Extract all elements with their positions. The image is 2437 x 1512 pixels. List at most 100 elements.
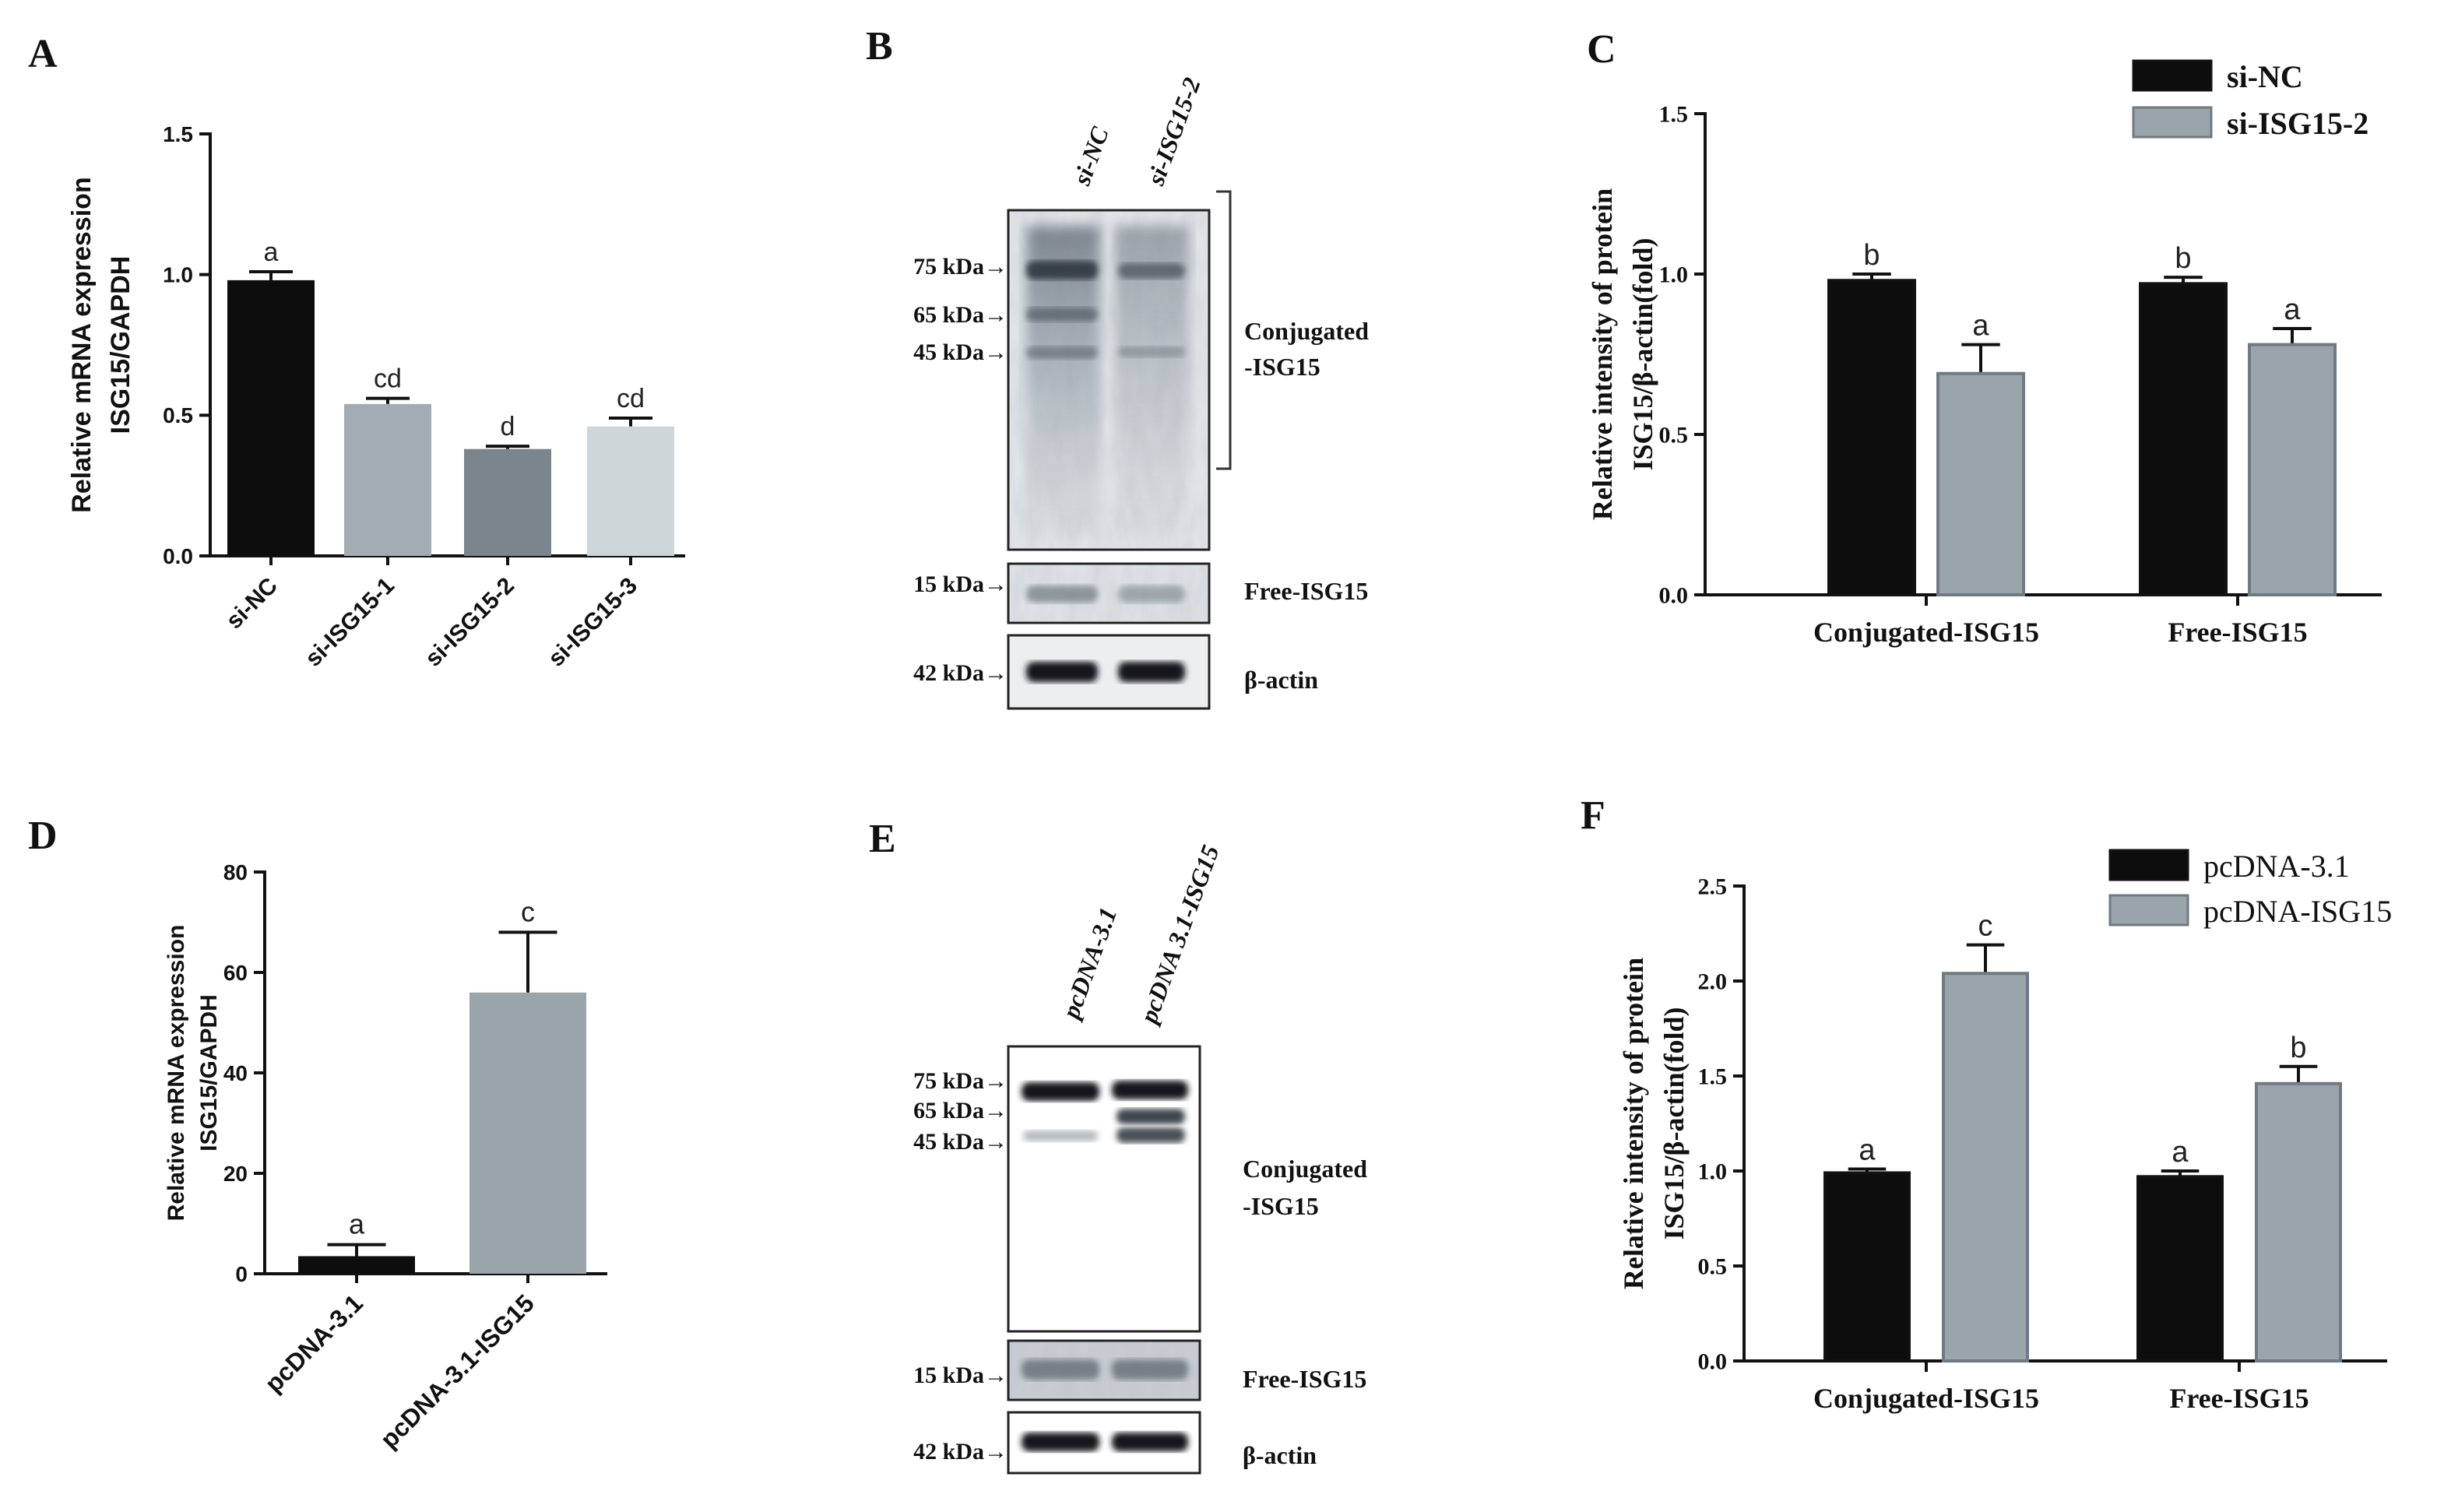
y-tick-label: 1.0 [1698,1159,1728,1185]
bar-si-nc-0 [1827,279,1916,596]
y-tick-label: 80 [223,860,248,884]
y-tick-label: 0.0 [1659,583,1689,609]
marker-65kda-b: 65 kDa→ [913,302,1008,328]
panel-letter-d: D [28,814,58,858]
panel-letter-c: C [1587,27,1616,72]
chart-f-protein-overexpression: 0.0 0.5 1.0 1.5 2.0 2.5 Relative intensity of … [1618,849,2392,1414]
lane-label-pcdna31-isg15: pcDNA 3.1-ISG15 [1134,842,1225,1029]
membrane-free-b [1007,562,1211,624]
legend-swatch [2108,894,2189,927]
significance-letter: c [1978,910,1993,943]
y-tick-label: 1.0 [1659,262,1689,288]
lane-label-si-isg15-2: si-ISG15-2 [1141,74,1205,190]
panel-letter-f: F [1581,793,1605,838]
significance-letter: b [1863,239,1880,272]
marker-65kda-e: 65 kDa→ [913,1098,1008,1123]
marker-45kda-b: 45 kDa→ [913,339,1008,365]
western-blot-b: si-NC si-ISG15-2 75 [913,74,1369,710]
y-tick-label: 1.5 [1659,102,1689,128]
membrane-free-e [1007,1339,1201,1401]
marker-42kda-b: 42 kDa→ [913,660,1008,686]
bar-pcdna-3-1 [298,1256,415,1274]
significance-letter: a [1972,310,1989,343]
panel-letter-b: B [866,24,893,69]
label-conjugated-e: Conjugated [1243,1155,1367,1183]
significance-letter: cd [374,364,402,394]
legend-label: pcDNA-3.1 [2203,849,2350,884]
x-tick-label: Conjugated-ISG15 [1813,1383,2039,1414]
marker-75kda-e: 75 kDa→ [913,1068,1008,1094]
legend-swatch [2108,849,2189,881]
y-tick-label: 2.0 [1698,969,1728,995]
significance-letter: a [2171,1136,2189,1169]
x-tick-label: si-ISG15-3 [543,573,642,672]
x-tick-label: Conjugated-ISG15 [1813,617,2039,648]
significance-letter: cd [617,384,645,413]
bar-si-nc [227,280,315,556]
chart-d-mrna-overexpression: 0 20 40 60 80 Relative mRNA expression ISG15/G… [164,860,607,1454]
label-conjugated-b: Conjugated [1244,317,1369,345]
conjugated-bracket-b [1216,190,1232,470]
lane-label-si-nc: si-NC [1067,123,1114,190]
legend-swatch [2132,59,2213,92]
legend-label: si-ISG15-2 [2227,106,2368,141]
bar-pcdna-3-1-1 [2136,1175,2224,1363]
y-tick-label: 60 [223,961,248,985]
significance-letter: a [349,1208,365,1240]
significance-letter: a [264,237,279,267]
x-tick-label: pcDNA-3.1 [259,1289,368,1398]
y-tick-label: 0.0 [1698,1349,1728,1375]
legend-label: pcDNA-ISG15 [2203,894,2392,929]
bar-si-isg15-3 [587,426,674,556]
y-tick-label: 2.5 [1698,874,1728,900]
y-axis-label: Relative mRNA expression [67,177,97,512]
y-axis-label: ISG15/GAPDH [196,994,222,1152]
chart-c-protein-knockdown: 0.0 0.5 1.0 1.5 Relative intensity of protei… [1587,59,2382,648]
y-axis-label: Relative mRNA expression [164,925,189,1222]
lane-label-pcdna31: pcDNA-3.1 [1056,904,1123,1025]
panel-letter-a: A [28,32,58,76]
significance-letter: d [501,412,515,441]
western-blot-e: pcDNA-3.1 pcDNA 3.1-ISG15 75 kDa→ 65 kDa… [913,842,1367,1475]
bar-pcdna-3-1-0 [1823,1171,1911,1363]
chart-a-mrna-knockdown: 0.0 0.5 1.0 1.5 Relative mRNA expression ISG1… [67,122,685,672]
bar-si-isg15-2-0 [1936,371,2025,596]
y-tick-label: 0 [235,1262,248,1286]
label-free-isg15-e: Free-ISG15 [1243,1365,1366,1393]
y-tick-label: 0.5 [1659,423,1689,448]
bar-si-isg15-2-1 [2248,343,2337,596]
y-axis-label: ISG15/β-actin(fold) [1627,238,1658,471]
y-axis-label: ISG15/GAPDH [106,256,135,434]
x-tick-label: pcDNA-3.1-ISG15 [375,1289,540,1454]
y-tick-label: 20 [223,1162,248,1186]
y-tick-label: 1.5 [1698,1064,1728,1090]
marker-15kda-b: 15 kDa→ [913,571,1008,597]
label-free-isg15-b: Free-ISG15 [1244,577,1368,605]
marker-45kda-e: 45 kDa→ [913,1129,1008,1155]
membrane-conjugated-e [1007,1045,1201,1333]
membrane-conjugated-b [1007,209,1211,551]
legend-swatch [2132,106,2213,139]
y-tick-label: 1.0 [163,262,193,287]
bar-pcdna-isg15-1 [2255,1081,2342,1363]
marker-75kda-b: 75 kDa→ [913,254,1008,280]
panel-letter-e: E [869,817,896,861]
y-tick-label: 0.0 [163,544,193,568]
y-axis-label: ISG15/β-actin(fold) [1658,1007,1690,1240]
bar-si-isg15-2 [464,448,551,556]
marker-15kda-e: 15 kDa→ [913,1363,1008,1388]
x-tick-label: si-NC [221,573,283,635]
membrane-actin-e [1007,1411,1201,1475]
membrane-actin-b [1007,634,1211,710]
y-tick-label: 1.5 [163,122,193,146]
y-tick-label: 40 [223,1061,248,1085]
y-tick-label: 0.5 [1698,1254,1728,1280]
significance-letter: a [1859,1134,1876,1167]
legend-label: si-NC [2227,59,2303,94]
y-axis-label: Relative intensity of protein [1587,188,1618,520]
x-tick-label: si-ISG15-1 [301,573,399,672]
bar-pcdna-isg15-0 [1942,972,2029,1363]
y-tick-label: 0.5 [163,403,193,427]
bar-si-nc-1 [2139,282,2228,596]
significance-letter: b [2290,1032,2306,1064]
